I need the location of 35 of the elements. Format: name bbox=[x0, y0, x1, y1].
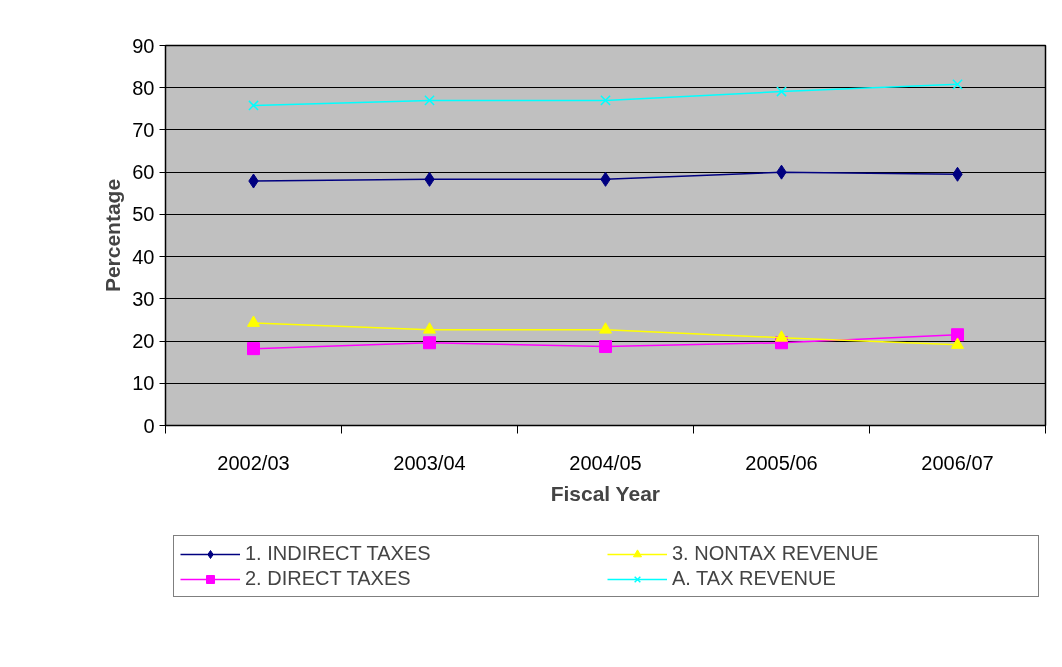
x-tick-label: 2004/05 bbox=[569, 451, 642, 474]
point bbox=[951, 328, 964, 342]
y-tick-label: 50 bbox=[132, 203, 155, 226]
y-tick-label: 60 bbox=[132, 161, 155, 184]
y-tick-label: 10 bbox=[132, 372, 155, 395]
y-tick-label: 80 bbox=[132, 76, 155, 99]
point bbox=[247, 315, 260, 327]
point bbox=[423, 322, 436, 334]
point bbox=[951, 337, 964, 349]
point bbox=[600, 95, 611, 106]
legend-label: 3. NONTAX REVENUE bbox=[672, 542, 880, 565]
y-tick-label: 40 bbox=[132, 245, 155, 268]
x-tick-label: 2005/06 bbox=[745, 451, 818, 474]
legend-label: 2. DIRECT TAXES bbox=[245, 567, 412, 590]
point bbox=[247, 342, 260, 356]
point bbox=[423, 336, 436, 350]
point bbox=[952, 79, 963, 90]
x-tick-label: 2003/04 bbox=[393, 451, 466, 474]
point bbox=[776, 86, 787, 97]
y-tick-label: 0 bbox=[143, 414, 155, 437]
point bbox=[424, 95, 435, 106]
y-tick-label: 70 bbox=[132, 118, 155, 141]
point bbox=[599, 340, 612, 354]
legend-label: A. TAX REVENUE bbox=[672, 567, 837, 590]
point bbox=[775, 330, 788, 342]
y-axis-title: Percentage bbox=[101, 178, 125, 293]
y-tick-label: 90 bbox=[132, 34, 155, 57]
x-tick-label: 2006/07 bbox=[921, 451, 994, 474]
point bbox=[599, 322, 612, 334]
y-tick-label: 20 bbox=[132, 330, 155, 353]
y-tick-label: 30 bbox=[132, 287, 155, 310]
x-tick-label: 2002/03 bbox=[217, 451, 290, 474]
x-axis-title: Fiscal Year bbox=[550, 481, 660, 505]
legend-label: 1. INDIRECT TAXES bbox=[245, 542, 432, 565]
point bbox=[248, 100, 259, 111]
